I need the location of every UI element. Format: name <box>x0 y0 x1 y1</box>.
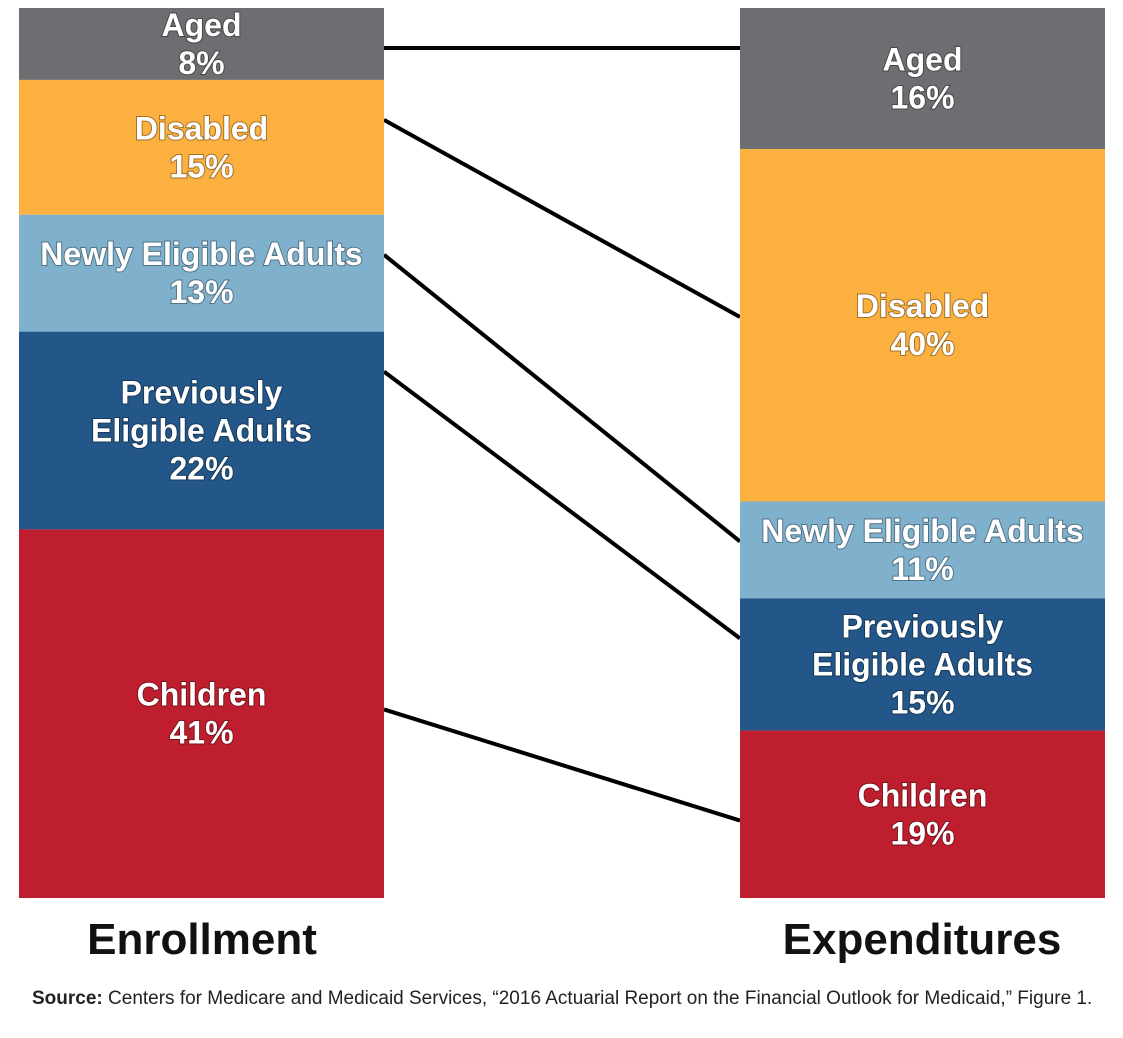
enrollment-label-newly-eligible-adults: Newly Eligible Adults 13% <box>40 236 362 310</box>
enrollment-segment-aged <box>19 8 384 80</box>
enrollment-label-children: Children 41% <box>137 677 267 751</box>
enrollment-segment-disabled <box>19 79 384 215</box>
connector-lines <box>382 46 742 823</box>
enrollment-label: Enrollment <box>87 915 317 964</box>
expenditures-label-newly-eligible-adults: Newly Eligible Adults 11% <box>761 513 1083 587</box>
expenditures-label-disabled: Disabled 40% <box>856 288 989 362</box>
enrollment-segment-newly-eligible-adults <box>19 214 384 332</box>
connector-disabled <box>383 118 741 319</box>
expenditures-label-aged: Aged 16% <box>883 41 963 115</box>
enrollment-segment-children <box>19 529 384 898</box>
connector-children <box>383 707 741 823</box>
source-note: Source: Centers for Medicare and Medicai… <box>32 986 1112 1012</box>
stacked-bar-chart: Aged 8% Disabled 15% Newly Eligible Adults 13… <box>19 6 1105 898</box>
enrollment-label-previously-eligible-adults: Previously Eligible Adults 22% <box>91 375 312 487</box>
enrollment-label-aged: Aged 8% <box>162 7 242 81</box>
expenditures-label-previously-eligible-adults: Previously Eligible Adults 15% <box>812 608 1033 720</box>
connector-previously-eligible-adults <box>382 370 742 640</box>
enrollment-stack: Aged 8% Disabled 15% Newly Eligible Adults 13… <box>19 6 384 898</box>
expenditures-segment-aged <box>740 8 1105 149</box>
connector-newly-eligible-adults <box>382 253 742 544</box>
expenditures-label: Expenditures <box>782 915 1062 964</box>
expenditures-segment-disabled <box>740 148 1105 502</box>
enrollment-label-disabled: Disabled 15% <box>135 110 268 184</box>
expenditures-stack: Aged 16% Disabled 40% Newly Eligible Adults 1… <box>740 8 1105 898</box>
expenditures-label-children: Children 19% <box>858 777 988 851</box>
expenditures-segment-newly-eligible-adults <box>740 501 1105 599</box>
expenditures-segment-previously-eligible-adults <box>740 598 1105 731</box>
enrollment-segment-previously-eligible-adults <box>19 331 384 530</box>
source-prefix: Source: <box>32 988 103 1009</box>
source-text: Centers for Medicare and Medicaid Servic… <box>102 988 1093 1009</box>
expenditures-segment-children <box>740 730 1105 898</box>
